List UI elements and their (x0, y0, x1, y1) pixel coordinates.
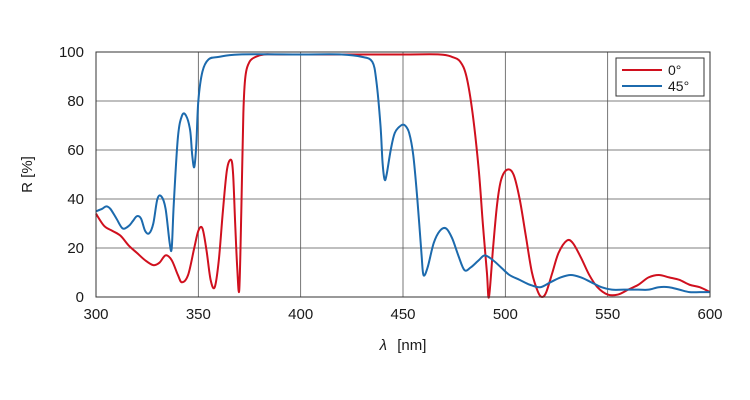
legend-label: 45° (668, 78, 689, 94)
x-axis-symbol: λ (379, 337, 387, 354)
y-tick-label: 40 (67, 191, 84, 208)
legend: 0°45° (615, 57, 705, 97)
x-tick-label: 450 (390, 306, 415, 323)
series-line-45deg (95, 53, 710, 294)
tick-labels: 300 350 400 450 500 550 600 0 20 40 60 80 100 (59, 44, 723, 323)
series-line-0deg (95, 53, 711, 299)
x-tick-label: 300 (83, 306, 108, 323)
x-tick-label: 550 (595, 306, 620, 323)
x-tick-label: 400 (288, 306, 313, 323)
legend-box (615, 57, 705, 97)
y-tick-label: 20 (67, 240, 84, 257)
x-axis-unit: [nm] (397, 337, 426, 354)
plot-frame (95, 51, 711, 298)
y-tick-label: 100 (59, 44, 84, 61)
y-tick-label: 80 (67, 93, 84, 110)
legend-label: 0° (668, 62, 681, 78)
y-tick-label: 0 (76, 289, 84, 306)
y-tick-label: 60 (67, 142, 84, 159)
y-axis-label: R [%] (19, 156, 36, 193)
x-tick-label: 500 (493, 306, 518, 323)
x-tick-label: 600 (697, 306, 722, 323)
x-tick-label: 350 (186, 306, 211, 323)
x-axis-label: λ [nm] (379, 337, 427, 354)
series-layer (95, 53, 711, 299)
